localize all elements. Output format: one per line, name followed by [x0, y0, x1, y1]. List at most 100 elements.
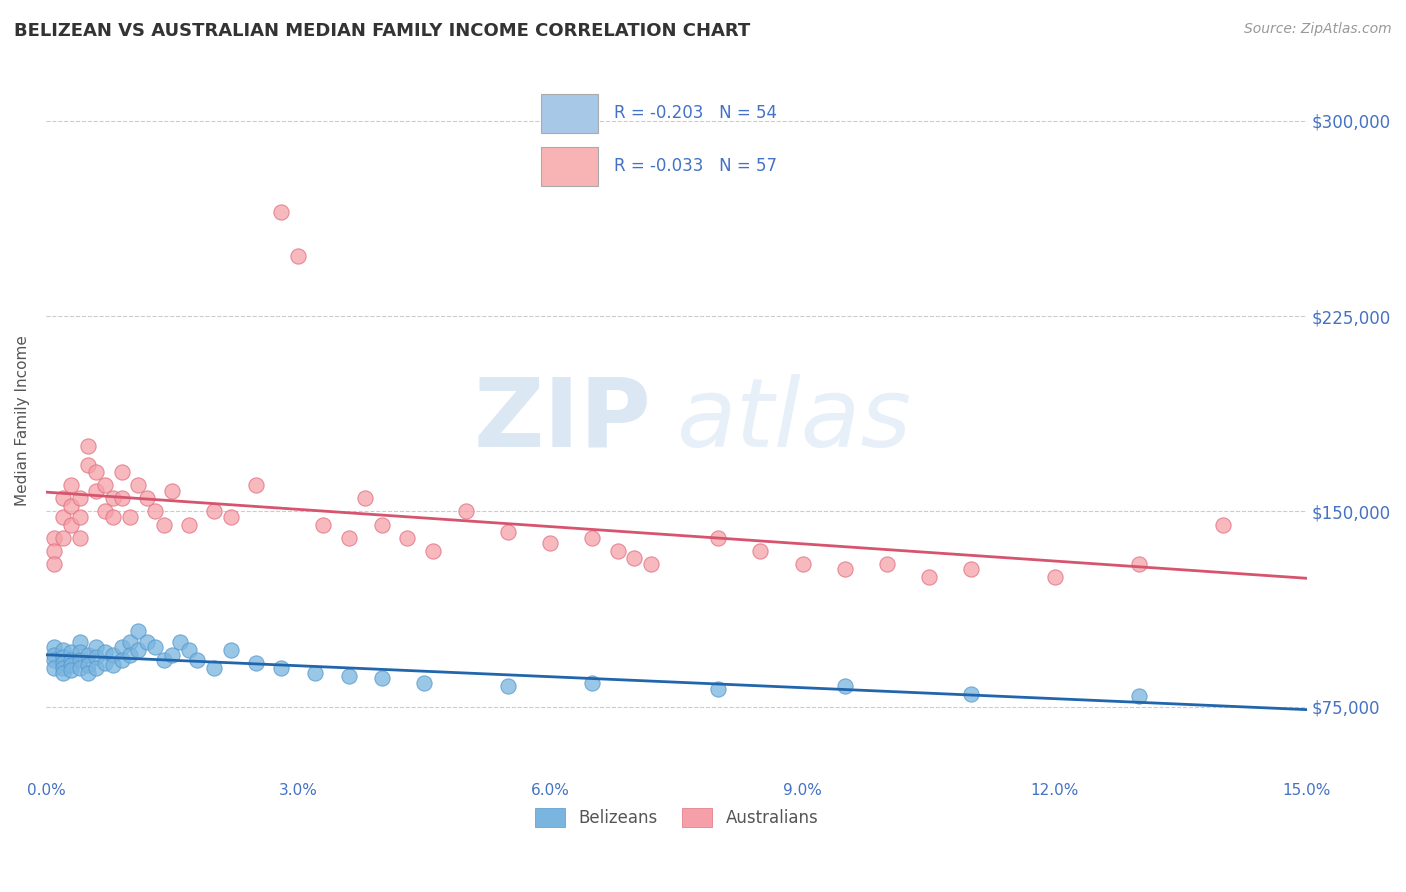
- Point: [111, 466, 134, 480]
- Point: [118, 648, 141, 662]
- Point: [52, 656, 75, 670]
- Point: [135, 634, 157, 648]
- Point: [111, 640, 134, 654]
- Text: Source: ZipAtlas.com: Source: ZipAtlas.com: [1244, 22, 1392, 37]
- Point: [413, 676, 436, 690]
- Point: [69, 653, 91, 667]
- Point: [44, 557, 66, 571]
- Point: [69, 645, 91, 659]
- Point: [707, 531, 730, 545]
- Point: [371, 517, 394, 532]
- Point: [44, 648, 66, 662]
- Point: [177, 642, 200, 657]
- Point: [77, 658, 100, 673]
- Point: [792, 557, 814, 571]
- Point: [127, 624, 149, 639]
- Point: [160, 648, 183, 662]
- Point: [245, 478, 267, 492]
- Point: [135, 491, 157, 506]
- Point: [270, 204, 292, 219]
- Point: [86, 650, 108, 665]
- Point: [749, 543, 772, 558]
- Point: [371, 671, 394, 685]
- Point: [94, 478, 117, 492]
- Point: [304, 666, 326, 681]
- Point: [337, 668, 360, 682]
- Point: [959, 562, 981, 576]
- Point: [103, 491, 125, 506]
- Point: [44, 653, 66, 667]
- Point: [52, 531, 75, 545]
- Point: [94, 645, 117, 659]
- Point: [834, 562, 856, 576]
- Point: [86, 640, 108, 654]
- Point: [202, 661, 225, 675]
- Point: [538, 535, 561, 549]
- Point: [52, 666, 75, 681]
- Point: [270, 661, 292, 675]
- Point: [498, 525, 520, 540]
- Point: [60, 645, 83, 659]
- Point: [1128, 557, 1150, 571]
- Text: atlas: atlas: [676, 374, 911, 467]
- Point: [186, 653, 208, 667]
- Point: [245, 656, 267, 670]
- Point: [498, 679, 520, 693]
- Point: [623, 551, 645, 566]
- Point: [52, 509, 75, 524]
- Point: [52, 491, 75, 506]
- Point: [103, 658, 125, 673]
- Point: [44, 531, 66, 545]
- Point: [337, 531, 360, 545]
- Point: [111, 653, 134, 667]
- Point: [959, 687, 981, 701]
- Point: [86, 483, 108, 498]
- Point: [77, 666, 100, 681]
- Point: [581, 676, 603, 690]
- Point: [202, 504, 225, 518]
- Text: ZIP: ZIP: [474, 374, 651, 467]
- Point: [103, 509, 125, 524]
- Point: [152, 517, 174, 532]
- Point: [127, 478, 149, 492]
- Point: [143, 504, 166, 518]
- Point: [77, 439, 100, 453]
- Point: [118, 509, 141, 524]
- Point: [219, 509, 242, 524]
- Point: [94, 504, 117, 518]
- Point: [52, 661, 75, 675]
- Point: [422, 543, 444, 558]
- Point: [1043, 569, 1066, 583]
- Legend: Belizeans, Australians: Belizeans, Australians: [527, 802, 825, 834]
- Point: [52, 642, 75, 657]
- Point: [94, 656, 117, 670]
- Point: [60, 653, 83, 667]
- Point: [287, 249, 309, 263]
- Point: [77, 648, 100, 662]
- Point: [44, 640, 66, 654]
- Point: [177, 517, 200, 532]
- Y-axis label: Median Family Income: Median Family Income: [15, 334, 30, 506]
- Point: [152, 653, 174, 667]
- Point: [69, 491, 91, 506]
- Point: [86, 661, 108, 675]
- Point: [69, 531, 91, 545]
- Point: [111, 491, 134, 506]
- Point: [707, 681, 730, 696]
- Point: [169, 634, 191, 648]
- Point: [1128, 690, 1150, 704]
- Point: [44, 543, 66, 558]
- Point: [69, 509, 91, 524]
- Text: BELIZEAN VS AUSTRALIAN MEDIAN FAMILY INCOME CORRELATION CHART: BELIZEAN VS AUSTRALIAN MEDIAN FAMILY INC…: [14, 22, 751, 40]
- Point: [160, 483, 183, 498]
- Point: [143, 640, 166, 654]
- Point: [69, 661, 91, 675]
- Point: [60, 517, 83, 532]
- Point: [354, 491, 377, 506]
- Point: [834, 679, 856, 693]
- Point: [86, 466, 108, 480]
- Point: [456, 504, 478, 518]
- Point: [69, 634, 91, 648]
- Point: [52, 650, 75, 665]
- Point: [127, 642, 149, 657]
